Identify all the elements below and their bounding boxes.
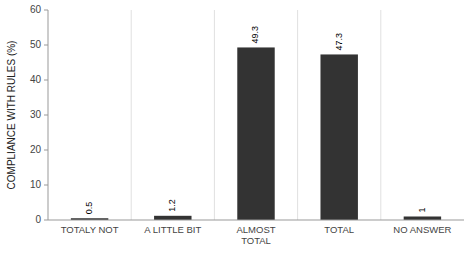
bar	[320, 54, 357, 220]
x-axis-line	[48, 220, 464, 221]
data-label: 47.3	[334, 33, 344, 51]
bar	[404, 217, 441, 221]
x-axis: TOTALY NOT A LITTLE BIT ALMOSTTOTAL TOTAL NO…	[48, 220, 464, 246]
y-tick	[44, 185, 48, 186]
y-tick	[44, 220, 48, 221]
category-separator	[380, 10, 381, 220]
x-tick-label: A LITTLE BIT	[144, 224, 201, 235]
chart: 0 10 20 30 40 50 60 COMPLIANCE WITH RULES (%) 0.…	[0, 0, 474, 254]
y-tick	[44, 10, 48, 11]
y-tick	[44, 80, 48, 81]
bars	[71, 47, 441, 220]
y-tick	[44, 115, 48, 116]
category-separator	[214, 10, 215, 220]
data-label: 1.2	[167, 199, 177, 212]
category-separator	[131, 10, 132, 220]
data-label: 49.3	[250, 26, 260, 44]
y-tick-label: 40	[30, 74, 42, 85]
data-label: 0.5	[84, 202, 94, 215]
category-separators	[131, 10, 381, 220]
y-tick-label: 30	[30, 109, 42, 120]
y-axis: 0 10 20 30 40 50 60	[30, 4, 48, 225]
x-tick-label: TOTALY NOT	[61, 224, 119, 235]
data-label: 1	[417, 207, 427, 212]
y-tick	[44, 45, 48, 46]
y-tick-label: 50	[30, 39, 42, 50]
y-axis-label: COMPLIANCE WITH RULES (%)	[6, 41, 17, 190]
bar	[237, 47, 274, 220]
y-tick-label: 20	[30, 144, 42, 155]
y-tick-label: 10	[30, 179, 42, 190]
chart-container: 0 10 20 30 40 50 60 COMPLIANCE WITH RULES (%) 0.…	[0, 0, 474, 254]
x-tick-label: TOTAL	[324, 224, 354, 235]
y-tick	[44, 150, 48, 151]
bar	[154, 216, 191, 220]
y-axis-line	[48, 10, 49, 220]
y-tick-label: 60	[30, 4, 42, 15]
data-labels: 0.5 1.2 49.3 47.3 1	[84, 26, 427, 214]
x-tick-label: NO ANSWER	[393, 224, 451, 235]
x-tick-label: ALMOSTTOTAL	[236, 224, 275, 246]
category-separator	[297, 10, 298, 220]
y-tick-label: 0	[35, 214, 41, 225]
